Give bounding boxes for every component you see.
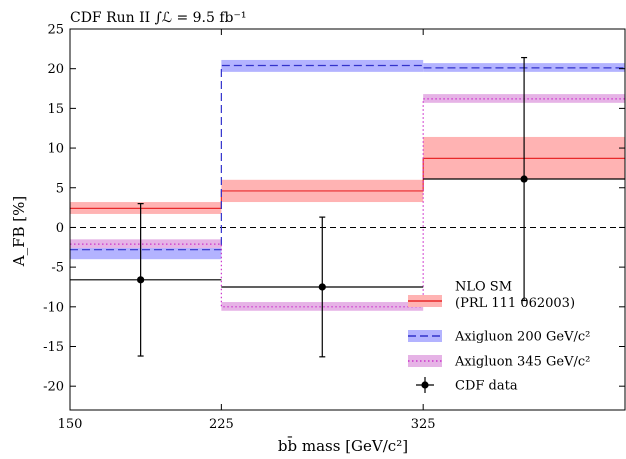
y-axis-title: A_FB [%] [10, 196, 28, 268]
axis-ticks: -20 -15 -10 -5 0 5 10 15 20 25 150 225 325 [43, 23, 625, 432]
y-tick-label-6: 10 [47, 142, 64, 157]
data-points [70, 56, 625, 358]
y-tick-label-8: 20 [47, 62, 64, 77]
x-tick-label-2: 325 [411, 417, 436, 432]
plot-frame [69, 28, 626, 411]
y-tick-label-2: -10 [43, 300, 64, 315]
series-line-0 [70, 157, 625, 209]
data-point-1 [318, 283, 326, 291]
x-axis-title: bb̄ mass [GeV/c²] [278, 437, 408, 455]
y-tick-label-3: -5 [51, 261, 64, 276]
legend-label-1: Axigluon 200 GeV/c² [454, 330, 590, 345]
legend-label-0-line2: (PRL 111 062003) [455, 296, 575, 311]
data-point-2 [520, 175, 528, 183]
legend-label-data: CDF data [455, 379, 518, 394]
y-tick-label-7: 15 [47, 102, 64, 117]
y-tick-label-4: 0 [56, 221, 64, 236]
y-tick-label-5: 5 [56, 181, 64, 196]
y-tick-label-0: -20 [43, 380, 64, 395]
chart-title: CDF Run II ∫ℒ = 9.5 fb⁻¹ [70, 10, 247, 26]
legend: NLO SM(PRL 111 062003) Axigluon 200 GeV/c… [408, 280, 590, 394]
x-tick-label-1: 225 [209, 417, 234, 432]
x-tick-label-0: 150 [58, 417, 83, 432]
uncertainty-bands [70, 59, 625, 311]
legend-data-marker [421, 381, 429, 389]
series-line-1 [70, 64, 625, 251]
legend-label-0: NLO SM [455, 280, 512, 295]
y-tick-label-9: 25 [47, 23, 64, 38]
series-line-2 [70, 98, 625, 308]
series-lines [70, 64, 625, 308]
band-s2-bin0 [70, 239, 222, 249]
legend-label-2: Axigluon 345 GeV/c² [454, 355, 590, 370]
y-tick-label-1: -15 [43, 340, 64, 355]
data-point-0 [137, 276, 145, 284]
